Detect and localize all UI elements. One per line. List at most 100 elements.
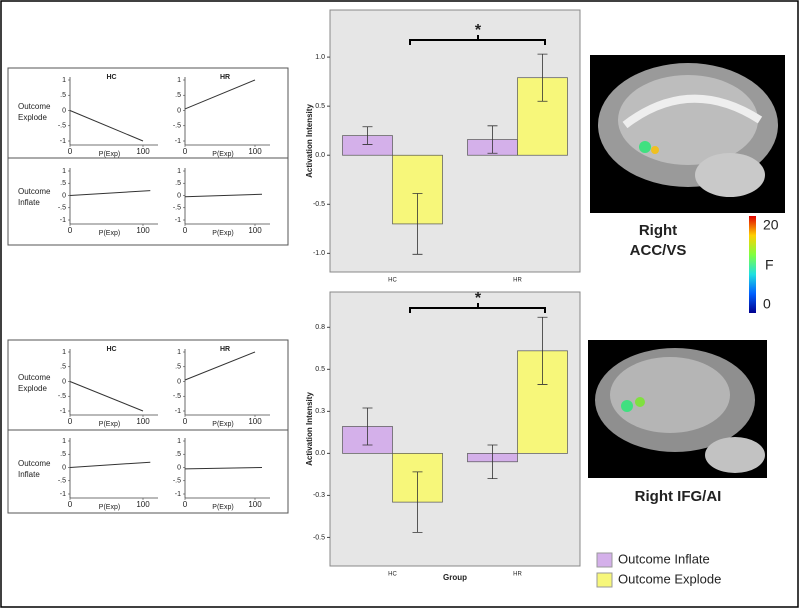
x-axis-label: P(Exp): [212, 151, 233, 158]
x-tick-label: 100: [248, 226, 262, 235]
y-tick-label: -.5: [173, 123, 181, 130]
x-tick-label: 100: [248, 417, 262, 426]
plot-title: HC: [106, 74, 116, 81]
y-axis-label: Activation Intensity: [305, 104, 314, 178]
x-tick-label: 100: [136, 147, 150, 156]
y-tick-label: 1: [62, 349, 66, 356]
line: [184, 79, 256, 110]
y-tick-label: -0.3: [313, 492, 325, 499]
y-axis-label: Activation Intensity: [305, 392, 314, 466]
x-axis-label: P(Exp): [99, 151, 120, 158]
y-tick-label: 0: [62, 464, 66, 471]
y-tick-label: 0.0: [315, 152, 325, 159]
x-tick-label: 100: [136, 500, 150, 509]
y-tick-label: .5: [175, 180, 181, 187]
plot-title: HC: [106, 346, 116, 353]
error-bar: [412, 471, 423, 533]
y-tick-label: 1: [177, 349, 181, 356]
y-tick-label: .5: [60, 451, 66, 458]
row-label: Outcome Inflate: [18, 186, 51, 207]
y-tick-label: -1: [60, 217, 66, 224]
plot-title: HR: [220, 74, 230, 81]
x-axis-label: P(Exp): [99, 421, 120, 428]
y-tick-label: .5: [60, 92, 66, 99]
y-tick-label: -.5: [173, 205, 181, 212]
x-tick-label: 100: [248, 147, 262, 156]
legend-swatch: [596, 572, 613, 588]
y-tick-label: -.5: [173, 478, 181, 485]
y-tick-label: .5: [60, 364, 66, 371]
y-tick-label: 1: [177, 168, 181, 175]
x-tick-label: 0: [68, 500, 73, 509]
y-tick-label: .5: [175, 451, 181, 458]
y-tick-label: 0.0: [315, 450, 325, 457]
y-tick-label: .5: [175, 364, 181, 371]
y-tick-label: -.5: [173, 393, 181, 400]
brain-image: [588, 340, 767, 478]
y-tick-label: -1: [175, 217, 181, 224]
y-tick-label: -0.5: [313, 201, 325, 208]
y-tick-label: -.5: [58, 205, 66, 212]
significance-bracket: [409, 35, 546, 45]
x-axis-label: P(Exp): [212, 421, 233, 428]
y-tick-label: -1: [175, 408, 181, 415]
brain-image: [590, 55, 785, 213]
line: [184, 351, 256, 381]
y-tick-label: 0: [62, 378, 66, 385]
y-tick-label: -1: [175, 491, 181, 498]
line: [184, 193, 263, 198]
y-tick-label: 0.5: [315, 103, 325, 110]
y-tick-label: 0: [177, 192, 181, 199]
colorbar-tick-label: 0: [763, 296, 771, 312]
y-tick-label: 0: [177, 378, 181, 385]
y-tick-label: -.5: [58, 123, 66, 130]
region-label: Right IFG/AI: [634, 488, 722, 505]
error-bar: [362, 126, 373, 145]
y-tick-label: 0: [177, 464, 181, 471]
y-tick-label: 0.5: [315, 366, 325, 373]
y-tick-label: -1: [175, 138, 181, 145]
y-tick-label: 0: [62, 192, 66, 199]
y-tick-label: .5: [60, 180, 66, 187]
colorbar-tick-label: 20: [763, 217, 779, 233]
row-label: Outcome Inflate: [18, 458, 51, 479]
x-tick-label: 0: [68, 147, 73, 156]
y-tick-label: 1: [177, 438, 181, 445]
x-tick-label: 0: [68, 417, 73, 426]
row-label: Outcome Explode: [18, 101, 51, 122]
line: [69, 461, 151, 468]
line: [69, 110, 144, 142]
colorbar-label: F: [765, 257, 774, 273]
x-axis-label: P(Exp): [99, 230, 120, 237]
y-tick-label: 0: [62, 107, 66, 114]
y-tick-label: 0.3: [315, 408, 325, 415]
x-tick-label: 0: [183, 147, 188, 156]
y-tick-label: -0.5: [313, 534, 325, 541]
error-bar: [487, 444, 498, 479]
panel-box: [7, 67, 289, 246]
significance-mark: *: [475, 22, 482, 39]
y-tick-label: 1: [62, 77, 66, 84]
y-tick-label: -1: [60, 491, 66, 498]
region-label: Right ACC/VS: [629, 222, 687, 259]
legend-label: Outcome Inflate: [618, 551, 710, 566]
x-tick-label: 100: [136, 226, 150, 235]
x-tick-label: 100: [136, 417, 150, 426]
panel-box: [7, 339, 289, 514]
x-tick-label: HR: [513, 278, 522, 284]
y-tick-label: -.5: [58, 393, 66, 400]
error-bar: [537, 316, 548, 385]
plot-title: HR: [220, 346, 230, 353]
x-tick-label: 0: [183, 417, 188, 426]
row-label: Outcome Explode: [18, 372, 51, 393]
x-tick-label: 0: [68, 226, 73, 235]
y-tick-label: 1.0: [315, 54, 325, 61]
x-axis-label: P(Exp): [212, 230, 233, 237]
y-tick-label: 1: [62, 168, 66, 175]
x-tick-label: 0: [183, 500, 188, 509]
error-bar: [537, 53, 548, 102]
y-tick-label: .5: [175, 92, 181, 99]
